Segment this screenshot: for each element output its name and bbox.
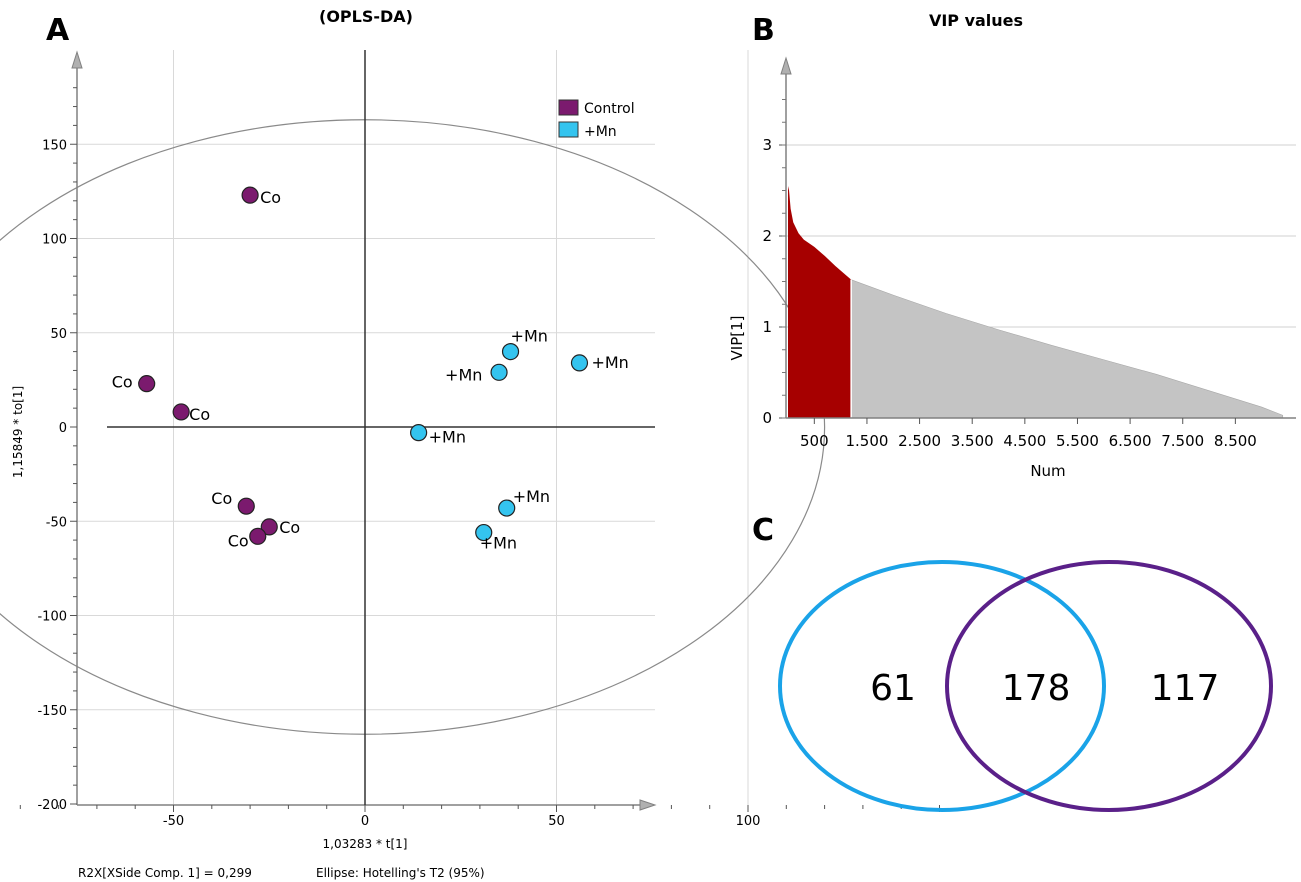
b-ticks: 0 1 2 3 500 1.500 2.500 3.500 4.500 5.500 6.500 7.5… — [762, 99, 1257, 450]
b-x-tick-label: 6.500 — [1109, 432, 1152, 450]
b-x-tick-label: 2.500 — [898, 432, 941, 450]
a-y-tick-label: 0 — [59, 421, 67, 436]
data-point — [241, 186, 259, 204]
a-y-tick-label: -150 — [37, 704, 67, 719]
panel-a-title: (OPLS-DA) — [319, 7, 413, 26]
a-y-tick-label: 50 — [50, 327, 67, 342]
data-point-label: Co — [260, 188, 281, 207]
b-y-tick-label: 0 — [762, 409, 772, 427]
a-x-tick-label: -50 — [163, 814, 184, 829]
a-x-tick-label: 0 — [361, 814, 369, 829]
a-x-axis-arrow — [639, 799, 657, 811]
b-axes — [780, 56, 1296, 419]
a-ticks: -150-100-50050100-200-150-100-5005010015… — [19, 87, 940, 829]
a-points: Co Co Co Co Co Co +Mn +Mn +Mn +Mn +Mn +Mn — [112, 186, 629, 553]
b-x-tick-label: 8.500 — [1214, 432, 1257, 450]
data-point — [501, 343, 520, 361]
data-point — [237, 497, 255, 515]
b-x-tick-label: 4.500 — [1003, 432, 1046, 450]
venn-count-both: 178 — [1002, 668, 1071, 709]
data-point-label: Co — [211, 489, 232, 508]
b-y-axis-label: VIP[1] — [728, 316, 746, 361]
legend-label-control: Control — [584, 101, 635, 117]
data-point — [138, 375, 156, 393]
b-x-tick-label: 5.500 — [1056, 432, 1099, 450]
a-y-tick-label: 150 — [42, 138, 67, 153]
data-point — [475, 523, 493, 542]
b-x-tick-label: 7.500 — [1161, 432, 1204, 450]
a-x-axis-label: 1,03283 * t[1] — [323, 837, 408, 851]
data-point-label: +Mn — [429, 428, 466, 447]
a-y-axis-arrow — [71, 50, 83, 69]
a-x-tick-label: 100 — [736, 814, 761, 829]
panel-a: A (OPLS-DA) -150-100-50050100-200-150-10… — [0, 7, 940, 880]
legend-label-mn: +Mn — [584, 124, 617, 140]
data-point-label: Co — [279, 518, 300, 537]
data-point — [498, 499, 516, 517]
venn-count-right-only: 117 — [1151, 668, 1220, 709]
data-point-label: +Mn — [591, 353, 628, 372]
a-y-axis-label: 1,15849 * to[1] — [11, 386, 25, 478]
footer-r2x: R2X[XSide Comp. 1] = 0,299 — [78, 866, 252, 880]
b-x-tick-label: 1.500 — [845, 432, 888, 450]
data-point-label: +Mn — [480, 534, 517, 553]
venn-count-left-only: 61 — [870, 668, 916, 709]
venn-set-left — [778, 560, 1106, 812]
data-point-label: +Mn — [513, 487, 550, 506]
data-point-label: +Mn — [511, 327, 548, 346]
b-area — [788, 185, 1284, 419]
data-point-label: +Mn — [445, 365, 482, 384]
a-y-tick-label: 100 — [42, 233, 67, 248]
b-y-tick-label: 2 — [762, 227, 772, 245]
b-y-tick-label: 3 — [762, 136, 772, 154]
b-x-tick-label: 3.500 — [951, 432, 994, 450]
data-point — [249, 527, 267, 545]
a-y-tick-label: -100 — [37, 610, 67, 625]
legend-swatch-mn — [558, 121, 579, 138]
a-legend: Control +Mn — [558, 99, 635, 140]
vip-low-area — [850, 279, 1284, 419]
panel-letter-c: C — [752, 513, 774, 548]
b-y-tick-label: 1 — [762, 318, 772, 336]
venn-set-right — [945, 560, 1273, 812]
data-point-label: Co — [189, 405, 210, 424]
data-point — [570, 354, 589, 372]
panel-b: B VIP values 0 1 2 3 500 1.500 2.500 3.500 4.500… — [728, 11, 1296, 480]
panel-letter-b: B — [752, 13, 775, 48]
a-y-tick-label: -200 — [37, 798, 67, 813]
data-point — [490, 363, 508, 381]
b-x-tick-label: 500 — [800, 432, 829, 450]
panel-letter-a: A — [46, 13, 70, 48]
legend-swatch-control — [558, 99, 579, 116]
b-y-axis-arrow — [780, 56, 792, 75]
data-point-label: Co — [228, 531, 249, 550]
data-point — [172, 403, 190, 421]
b-x-axis-label: Num — [1030, 462, 1065, 480]
footer-ellipse: Ellipse: Hotelling's T2 (95%) — [316, 866, 485, 880]
panel-b-title: VIP values — [929, 11, 1023, 30]
data-point — [260, 518, 278, 536]
panel-c: C 61 178 117 — [752, 513, 1273, 812]
data-point — [410, 424, 428, 442]
a-axes — [71, 50, 657, 811]
a-x-tick-label: 50 — [548, 814, 565, 829]
a-y-tick-label: -50 — [46, 515, 67, 530]
data-point-label: Co — [112, 373, 133, 392]
vip-high-area — [788, 185, 852, 418]
